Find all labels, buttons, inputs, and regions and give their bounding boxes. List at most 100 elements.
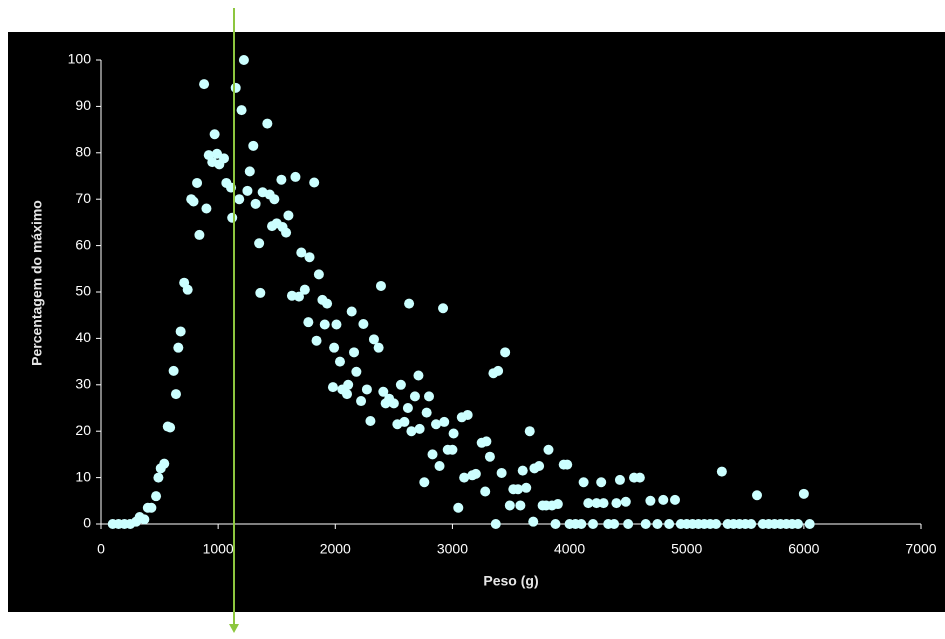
data-point xyxy=(578,477,589,488)
data-point xyxy=(356,396,367,407)
data-point xyxy=(329,342,340,353)
data-point xyxy=(227,212,238,223)
data-point xyxy=(281,227,292,238)
data-point xyxy=(419,477,430,488)
data-point xyxy=(664,519,675,529)
data-point xyxy=(562,459,573,470)
data-point xyxy=(609,519,620,529)
x-tick-label: 0 xyxy=(97,541,105,557)
data-point xyxy=(182,284,193,295)
data-point xyxy=(459,472,470,483)
data-point xyxy=(399,416,410,427)
data-point xyxy=(165,422,176,433)
data-point xyxy=(521,482,532,493)
data-point xyxy=(493,365,504,376)
data-point xyxy=(219,153,229,164)
data-point xyxy=(238,55,249,65)
data-point xyxy=(146,502,157,513)
data-point xyxy=(746,519,757,529)
data-point xyxy=(623,519,634,529)
data-point xyxy=(365,415,376,426)
chart-background xyxy=(8,32,945,612)
data-point xyxy=(611,498,622,509)
data-point xyxy=(640,519,651,529)
data-point xyxy=(343,379,354,390)
data-point xyxy=(462,409,473,420)
x-tick-label: 7000 xyxy=(905,541,936,557)
data-point xyxy=(311,335,322,346)
data-point xyxy=(276,174,287,185)
data-point xyxy=(234,194,245,205)
data-point xyxy=(303,317,314,328)
data-point xyxy=(484,451,495,462)
data-point xyxy=(283,210,294,221)
data-point xyxy=(194,229,205,240)
data-point xyxy=(304,252,315,263)
data-point xyxy=(543,444,554,455)
data-point xyxy=(448,428,459,439)
data-point xyxy=(293,291,304,302)
data-point xyxy=(496,467,507,478)
data-point xyxy=(262,118,273,129)
data-point xyxy=(242,185,253,196)
data-point xyxy=(424,391,434,402)
data-point xyxy=(175,326,186,337)
data-point xyxy=(438,303,449,314)
data-point xyxy=(296,247,307,258)
x-tick-label: 5000 xyxy=(671,541,702,557)
data-point xyxy=(447,444,458,455)
data-point xyxy=(453,502,464,513)
x-tick-label: 6000 xyxy=(788,541,819,557)
data-point xyxy=(670,494,680,505)
data-point xyxy=(515,500,526,511)
data-point xyxy=(358,319,369,330)
data-point xyxy=(414,423,425,434)
data-point xyxy=(481,436,492,447)
data-point xyxy=(591,498,602,509)
y-tick-label: 70 xyxy=(75,190,91,206)
data-point xyxy=(319,319,330,330)
data-point xyxy=(550,519,561,529)
data-point xyxy=(634,472,645,483)
x-axis-title: Peso (g) xyxy=(483,573,538,589)
data-point xyxy=(480,486,491,497)
data-point xyxy=(309,177,320,188)
y-tick-label: 50 xyxy=(75,283,91,299)
data-point xyxy=(244,166,255,177)
data-point xyxy=(470,468,481,479)
data-point xyxy=(388,398,399,409)
data-point xyxy=(248,140,259,151)
data-point xyxy=(404,298,415,309)
data-point xyxy=(598,498,609,509)
y-tick-label: 60 xyxy=(75,236,91,252)
data-point xyxy=(153,472,164,483)
y-tick-label: 10 xyxy=(75,468,91,484)
data-point xyxy=(170,389,181,400)
y-tick-label: 100 xyxy=(68,51,92,67)
data-point xyxy=(596,477,607,488)
y-tick-label: 30 xyxy=(75,376,91,392)
data-point xyxy=(351,366,362,377)
data-point xyxy=(373,342,384,353)
data-point xyxy=(752,490,762,501)
y-tick-label: 40 xyxy=(75,329,91,345)
y-tick-label: 80 xyxy=(75,144,91,160)
data-point xyxy=(254,238,265,249)
data-point xyxy=(327,382,338,393)
data-point xyxy=(413,370,424,381)
data-point xyxy=(434,461,445,471)
data-point xyxy=(406,426,417,437)
data-point xyxy=(250,198,261,209)
data-point xyxy=(620,496,631,507)
data-point xyxy=(346,306,357,317)
data-point xyxy=(552,499,563,510)
data-point xyxy=(368,334,379,345)
data-point xyxy=(209,129,220,140)
x-tick-label: 3000 xyxy=(437,541,468,557)
data-point xyxy=(793,519,803,529)
data-point xyxy=(395,379,406,390)
data-point xyxy=(583,498,594,509)
y-tick-label: 0 xyxy=(83,515,91,531)
